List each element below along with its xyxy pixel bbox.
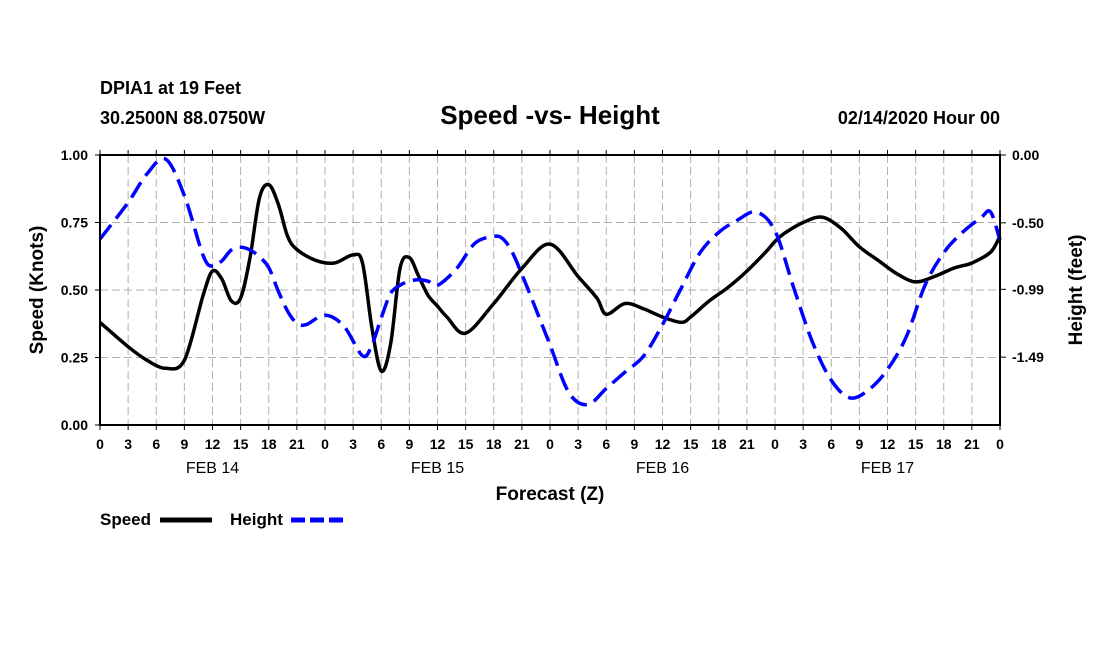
legend: Speed Height <box>100 510 343 529</box>
y-tick-label: 0.50 <box>61 282 88 298</box>
x-axis-label: Forecast (Z) <box>496 484 605 505</box>
x-tick-label: 15 <box>683 436 699 452</box>
x-tick-label: 6 <box>602 436 610 452</box>
legend-height-label: Height <box>230 510 283 529</box>
x-tick-label: 9 <box>405 436 413 452</box>
y2-tick-label: -0.50 <box>1012 215 1044 231</box>
station-name: DPIA1 at 19 Feet <box>100 78 241 98</box>
y2-tick-label: -1.49 <box>1012 349 1044 365</box>
x-tick-label: 9 <box>630 436 638 452</box>
x-tick-label: 21 <box>289 436 305 452</box>
y-tick-label: 0.25 <box>61 350 88 366</box>
x-tick-label: 12 <box>430 436 446 452</box>
y-tick-label: 0.75 <box>61 215 88 231</box>
y2-axis-label: Height (feet) <box>1066 235 1087 346</box>
y2-tick-label: -0.99 <box>1012 281 1044 297</box>
date-label: FEB 15 <box>411 460 464 477</box>
x-tick-label: 6 <box>152 436 160 452</box>
x-tick-label: 18 <box>486 436 502 452</box>
x-tick-label: 3 <box>349 436 357 452</box>
x-tick-label: 0 <box>771 436 779 452</box>
x-tick-label: 12 <box>655 436 671 452</box>
x-tick-label: 15 <box>908 436 924 452</box>
x-tick-label: 9 <box>855 436 863 452</box>
series-line-speed <box>98 182 1002 374</box>
x-tick-label: 21 <box>964 436 980 452</box>
x-tick-label: 18 <box>711 436 727 452</box>
x-tick-label: 12 <box>880 436 896 452</box>
x-tick-label: 18 <box>936 436 952 452</box>
x-tick-label: 15 <box>458 436 474 452</box>
x-tick-label: 21 <box>514 436 530 452</box>
y-tick-label: 1.00 <box>61 147 88 163</box>
x-tick-label: 0 <box>321 436 329 452</box>
date-label: FEB 14 <box>186 460 239 477</box>
station-location: 30.2500N 88.0750W <box>100 108 265 128</box>
grid-lines <box>100 155 1000 425</box>
y-axis-label: Speed (Knots) <box>27 226 48 355</box>
x-tick-label: 3 <box>574 436 582 452</box>
x-tick-label: 18 <box>261 436 277 452</box>
date-label: FEB 17 <box>861 460 914 477</box>
x-tick-label: 6 <box>377 436 385 452</box>
date-label: FEB 16 <box>636 460 689 477</box>
y-tick-label: 0.00 <box>61 417 88 433</box>
legend-speed-label: Speed <box>100 510 151 529</box>
x-tick-label: 9 <box>180 436 188 452</box>
series-group <box>98 156 1002 407</box>
x-tick-label: 6 <box>827 436 835 452</box>
axis-ticks: 0 3 6 9 12 15 18 21 0 3 6 9 12 15 18 21 0 3 6 9 12 15 18 21 0 3 6 9… <box>61 147 1044 477</box>
x-tick-label: 15 <box>233 436 249 452</box>
x-tick-label: 0 <box>96 436 104 452</box>
x-tick-label: 0 <box>996 436 1004 452</box>
series-line-height <box>98 156 1002 407</box>
x-tick-label: 3 <box>124 436 132 452</box>
y2-tick-label: 0.00 <box>1012 147 1039 163</box>
chart-title: Speed -vs- Height <box>440 100 660 130</box>
x-tick-label: 12 <box>205 436 221 452</box>
forecast-datetime: 02/14/2020 Hour 00 <box>838 108 1000 128</box>
x-tick-label: 21 <box>739 436 755 452</box>
x-tick-label: 0 <box>546 436 554 452</box>
x-tick-label: 3 <box>799 436 807 452</box>
